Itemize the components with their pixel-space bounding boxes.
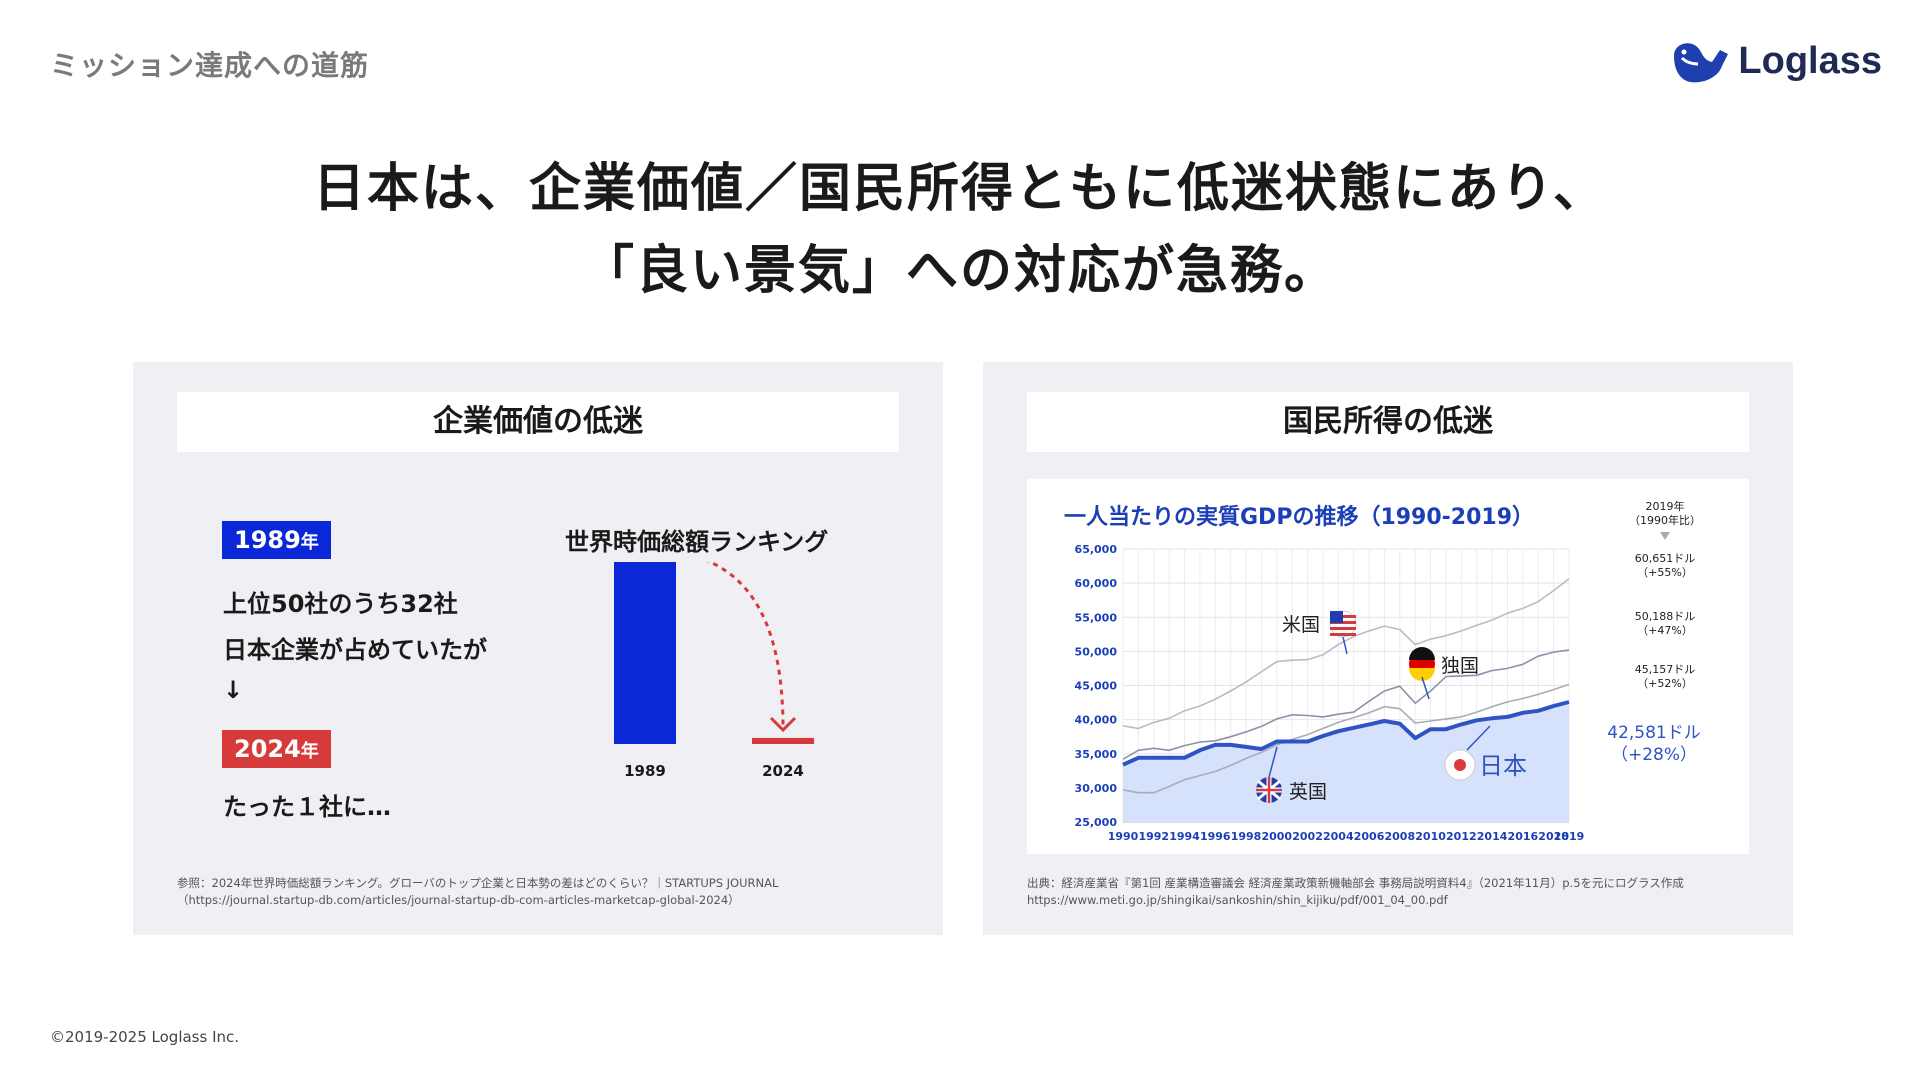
headline: 日本は、企業価値／国民所得ともに低迷状態にあり、 「良い景気」への対応が急務。 bbox=[0, 148, 1920, 312]
source-note: 参照：2024年世界時価総額ランキング。グローバのトップ企業と日本勢の差はどのく… bbox=[177, 876, 779, 907]
gdp-chart-box: 65,000 60,000 55,000 50,000 45,000 40,000 35,0… bbox=[1027, 479, 1749, 854]
bar-1989 bbox=[614, 562, 676, 744]
x-tick-label: 1998 bbox=[1231, 830, 1262, 843]
x-tick-label: 2006 bbox=[1354, 830, 1385, 843]
y-tick-label: 60,000 bbox=[1075, 577, 1118, 590]
uk-end-label: 45,157ドル bbox=[1635, 663, 1696, 676]
x-tick-label: 2012 bbox=[1446, 830, 1477, 843]
source-note: 出典：経済産業省『第1回 産業構造審議会 経済産業政策新機軸部会 事務局説明資料… bbox=[1027, 876, 1684, 907]
year-badge-1989: 1989年 bbox=[222, 521, 331, 559]
de-end-pct: （+47%） bbox=[1637, 624, 1693, 637]
bar-2024 bbox=[752, 737, 814, 744]
us-end-label: 60,651ドル bbox=[1635, 552, 1696, 565]
x-tick-label: 1996 bbox=[1200, 830, 1231, 843]
year-badge-2024: 2024年 bbox=[222, 730, 331, 768]
svg-text:英国: 英国 bbox=[1289, 781, 1327, 803]
y-tick-label: 55,000 bbox=[1075, 611, 1118, 624]
panel-title: 企業価値の低迷 bbox=[177, 392, 899, 452]
y-tick-label: 30,000 bbox=[1075, 782, 1118, 795]
germany-flag-icon bbox=[1409, 647, 1435, 681]
jp-line bbox=[1122, 700, 1570, 767]
y-tick-label: 45,000 bbox=[1075, 680, 1118, 693]
uk-line bbox=[1122, 683, 1570, 794]
x-tick-label: 2008 bbox=[1385, 830, 1416, 843]
y-tick-label: 65,000 bbox=[1075, 543, 1118, 556]
stat-text-line-3: たった１社に… bbox=[223, 793, 391, 821]
stat-text-line-2: 日本企業が占めていたが bbox=[223, 636, 487, 664]
uk-label: 英国 bbox=[1256, 746, 1327, 803]
svg-text:米国: 米国 bbox=[1282, 614, 1320, 636]
uk-end-pct: （+52%） bbox=[1637, 677, 1693, 690]
x-tick-label: 1994 bbox=[1169, 830, 1200, 843]
us-end-pct: （+55%） bbox=[1637, 566, 1693, 579]
national-income-panel: 国民所得の低迷 65,000 60,000 55,000 50,000 45,000 40… bbox=[983, 362, 1793, 935]
copyright: ©2019-2025 Loglass Inc. bbox=[50, 1028, 240, 1046]
headline-line-1: 日本は、企業価値／国民所得ともに低迷状態にあり、 bbox=[313, 159, 1607, 219]
de-end-label: 50,188ドル bbox=[1635, 610, 1696, 623]
bar-label-1989: 1989 bbox=[624, 762, 666, 780]
whale-logo-icon bbox=[1674, 43, 1729, 83]
japan-area-fill bbox=[1123, 702, 1569, 822]
y-tick-label: 40,000 bbox=[1075, 714, 1118, 727]
de-line bbox=[1122, 649, 1570, 760]
triangle-down-icon bbox=[1660, 532, 1670, 540]
logo-text: Loglass bbox=[1738, 39, 1882, 82]
gdp-line-chart: 65,000 60,000 55,000 50,000 45,000 40,000 35,0… bbox=[1064, 499, 1701, 843]
japan-flag-icon bbox=[1444, 749, 1476, 781]
x-tick-label: 2019 bbox=[1554, 830, 1585, 843]
year-compare-note: 2019年 bbox=[1646, 499, 1685, 513]
x-tick-label: 2016 bbox=[1508, 830, 1539, 843]
x-tick-label: 2004 bbox=[1323, 830, 1354, 843]
y-tick-label: 50,000 bbox=[1075, 645, 1118, 658]
jp-end-pct: （+28%） bbox=[1611, 745, 1697, 765]
x-tick-label: 1992 bbox=[1138, 830, 1169, 843]
stat-text-line-1: 上位50社のうち32社 bbox=[223, 590, 458, 618]
x-tick-label: 2000 bbox=[1261, 830, 1292, 843]
decline-arrow bbox=[705, 562, 785, 729]
y-tick-label: 25,000 bbox=[1075, 816, 1118, 829]
down-arrow: ↓ bbox=[223, 676, 244, 704]
headline-line-2: 「良い景気」への対応が急務。 bbox=[581, 241, 1338, 301]
x-tick-label: 2002 bbox=[1292, 830, 1323, 843]
ranking-chart-title: 世界時価総額ランキング bbox=[565, 528, 829, 556]
corporate-value-panel: 企業価値の低迷 1989年 上位50社のうち32社 日本企業が占めていたが ↓ … bbox=[133, 362, 943, 935]
x-tick-label: 2010 bbox=[1415, 830, 1446, 843]
bar-label-2024: 2024 bbox=[762, 762, 804, 780]
us-line bbox=[1122, 578, 1570, 730]
decline-arrowhead-icon bbox=[769, 716, 797, 733]
ranking-bar-chart: 1989 2024 bbox=[614, 562, 814, 780]
panel-title: 国民所得の低迷 bbox=[1027, 392, 1749, 452]
jp-label: 日本 bbox=[1444, 725, 1527, 781]
x-tick-label: 2014 bbox=[1477, 830, 1508, 843]
loglass-logo: Loglass bbox=[1668, 36, 1882, 86]
uk-flag-icon bbox=[1256, 777, 1282, 803]
year-compare-note-2: （1990年比） bbox=[1629, 513, 1701, 527]
us-label: 米国 bbox=[1282, 610, 1357, 655]
y-tick-label: 35,000 bbox=[1075, 748, 1118, 761]
x-tick-label: 1990 bbox=[1108, 830, 1139, 843]
jp-end-label: 42,581ドル bbox=[1607, 723, 1700, 743]
x-tick-label: 2018 bbox=[1538, 830, 1569, 843]
us-flag-icon bbox=[1329, 610, 1357, 638]
gdp-chart-title: 一人当たりの実質GDPの推移（1990-2019） bbox=[1064, 504, 1534, 530]
svg-text:独国: 独国 bbox=[1441, 655, 1479, 677]
de-label: 独国 bbox=[1409, 647, 1479, 700]
svg-text:日本: 日本 bbox=[1479, 752, 1527, 780]
section-label: ミッション達成への道筋 bbox=[50, 49, 370, 82]
